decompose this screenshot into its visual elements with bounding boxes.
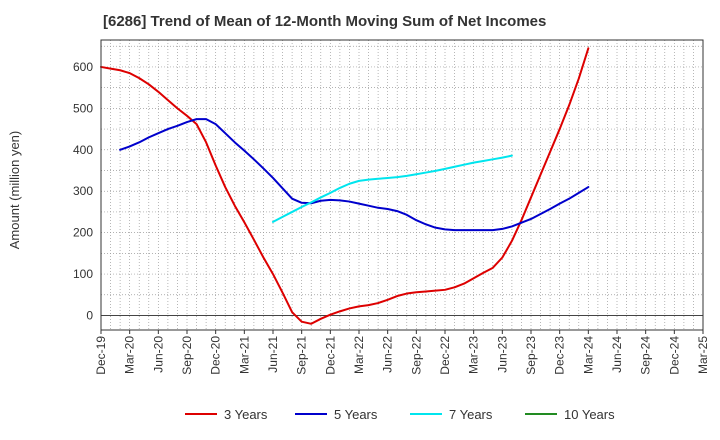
x-tick-label: Sep-23 [524, 336, 538, 375]
series-line-3-years [100, 47, 590, 325]
y-tick-label: 500 [73, 101, 93, 115]
x-tick-label: Dec-20 [209, 336, 223, 375]
x-tick-label: Dec-22 [438, 336, 452, 375]
y-tick-label: 100 [73, 267, 93, 281]
x-tick-label: Jun-22 [381, 336, 395, 373]
legend-label: 7 Years [449, 407, 493, 422]
y-tick-label: 400 [73, 143, 93, 157]
x-tick-label: Mar-25 [696, 336, 710, 374]
x-tick-label: Dec-21 [323, 336, 337, 375]
x-tick-label: Sep-22 [409, 336, 423, 375]
y-tick-label: 600 [73, 60, 93, 74]
y-tick-label: 200 [73, 226, 93, 240]
x-tick-label: Dec-24 [667, 336, 681, 375]
grid [101, 40, 703, 330]
x-tick-label: Dec-23 [553, 336, 567, 375]
x-tick-label: Mar-20 [123, 336, 137, 374]
x-tick-label: Jun-23 [495, 336, 509, 373]
x-tick-label: Sep-24 [639, 336, 653, 375]
x-tick-label: Jun-20 [151, 336, 165, 373]
x-tick-label: Jun-21 [266, 336, 280, 373]
legend: 3 Years 5 Years 7 Years 10 Years [185, 407, 615, 422]
x-tick-label: Sep-20 [180, 336, 194, 375]
x-tick-label: Mar-22 [352, 336, 366, 374]
series-line-5-years [119, 118, 590, 232]
y-tick-label: 300 [73, 184, 93, 198]
x-tick-label: Sep-21 [295, 336, 309, 375]
x-tick-labels: Dec-19 Mar-20 Jun-20 Sep-20 Dec-20 Mar-21 Jun-… [94, 330, 710, 375]
y-tick-labels: 0 100 200 300 400 500 600 [73, 60, 93, 323]
series-lines [100, 47, 590, 325]
x-tick-label: Dec-19 [94, 336, 108, 375]
x-tick-label: Mar-24 [581, 336, 595, 374]
plot-frame [100, 39, 704, 331]
x-tick-label: Jun-24 [610, 336, 624, 373]
legend-label: 10 Years [564, 407, 615, 422]
chart-title: [6286] Trend of Mean of 12-Month Moving … [103, 13, 547, 30]
legend-label: 3 Years [224, 407, 268, 422]
x-tick-label: Mar-21 [237, 336, 251, 374]
y-tick-label: 0 [86, 309, 93, 323]
y-axis-label: Amount (million yen) [7, 131, 22, 250]
legend-label: 5 Years [334, 407, 378, 422]
series-line-7-years [272, 154, 513, 223]
x-tick-label: Mar-23 [467, 336, 481, 374]
